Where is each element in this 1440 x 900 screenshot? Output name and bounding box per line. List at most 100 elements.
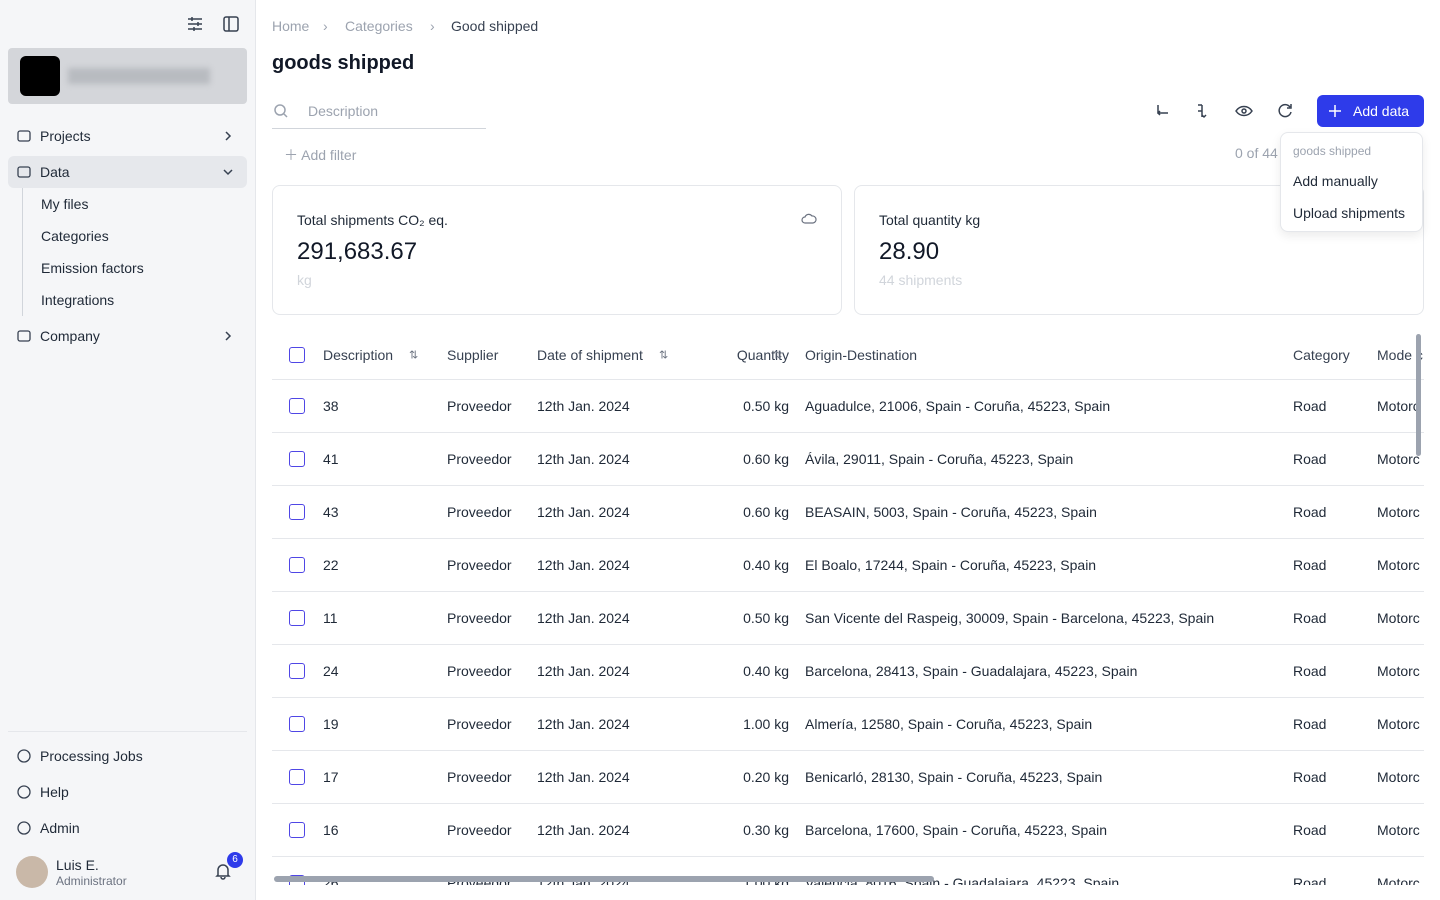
page-title: goods shipped [272, 52, 415, 74]
nav-label: Company [40, 328, 100, 344]
org-switcher[interactable] [8, 48, 247, 104]
breadcrumb: Good shipped [451, 18, 539, 34]
nav-item[interactable]: Categories [40, 220, 240, 252]
table-row[interactable]: 19 Proveedor 12th Jan. 2024 1.00 kg Almería,… [272, 698, 1424, 751]
bell[interactable] [214, 862, 232, 880]
cell: 12th Jan. 2024 [537, 557, 630, 573]
nav-item[interactable]: Admin [8, 812, 247, 844]
cell: Barcelona, 28413, Spain - Guadalajara, 4… [805, 663, 1138, 679]
cell: Ávila, 29011, Spain - Coruña, 45223, Spa… [805, 451, 1074, 467]
nav-label: Categories [41, 228, 109, 244]
dropdown: goods shipped Add manually Upload shipme… [1280, 132, 1423, 232]
nav-item[interactable]: Processing Jobs [8, 740, 247, 772]
toolbar-icons[interactable] [1154, 101, 1304, 121]
cell: Motorc [1377, 557, 1420, 573]
search[interactable]: Description [272, 96, 486, 129]
nav-item[interactable]: Data [8, 156, 247, 188]
cell: Proveedor [447, 451, 512, 467]
sidebar-tools[interactable] [186, 15, 246, 33]
sidebar: Luis E. Administrator 6 Projects Data My f… [0, 0, 256, 900]
table-row[interactable]: 22 Proveedor 12th Jan. 2024 0.40 kg El Boalo… [272, 539, 1424, 592]
cell: Mode c [1377, 346, 1423, 363]
cell: 12th Jan. 2024 [537, 716, 630, 732]
breadcrumb[interactable]: Categories [345, 18, 413, 34]
cell: Barcelona, 17600, Spain - Coruña, 45223,… [805, 822, 1107, 838]
nav-label: Help [40, 784, 69, 800]
nav-item[interactable]: Help [8, 776, 247, 808]
cell: Motorc [1377, 504, 1420, 520]
plus [1329, 105, 1341, 117]
cell: Proveedor [447, 610, 512, 626]
cell: 12th Jan. 2024 [537, 451, 630, 467]
add-data-label: Add data [1353, 103, 1410, 119]
cell: Road [1293, 716, 1327, 732]
dropdown-item[interactable]: Add manually [1293, 173, 1378, 189]
user-role: Administrator [56, 874, 127, 888]
table-row[interactable]: 38 Proveedor 12th Jan. 2024 0.50 kg Aguadulc… [272, 380, 1424, 433]
nav-item[interactable]: Emission factors [40, 252, 240, 284]
table-row[interactable]: 24 Proveedor 12th Jan. 2024 0.40 kg Barcelon… [272, 645, 1424, 698]
cell: 43 [323, 504, 339, 520]
cloud-icon [801, 213, 817, 224]
breadcrumb[interactable]: Home [272, 18, 310, 34]
sort-icon[interactable]: ⇅ [773, 349, 783, 361]
cell: Proveedor [447, 398, 512, 414]
cell: El Boalo, 17244, Spain - Coruña, 45223, … [805, 557, 1097, 573]
table-row[interactable]: 11 Proveedor 12th Jan. 2024 0.50 kg San Vice… [272, 592, 1424, 645]
checkbox[interactable] [289, 769, 305, 785]
cell: Road [1293, 769, 1327, 785]
table-row[interactable]: 16 Proveedor 12th Jan. 2024 0.30 kg Barcelon… [272, 804, 1424, 857]
checkbox[interactable] [289, 451, 305, 467]
cell: Date of shipment [537, 346, 643, 363]
dropdown-title: goods shipped [1293, 144, 1372, 158]
checkbox[interactable] [289, 716, 305, 732]
checkbox[interactable] [289, 504, 305, 520]
cell: 0.50 kg [743, 398, 789, 414]
cell: Benicarló, 28130, Spain - Coruña, 45223,… [805, 769, 1103, 785]
cell: Motorc [1377, 398, 1420, 414]
nav-item[interactable]: Projects [8, 120, 247, 152]
cell: 12th Jan. 2024 [537, 504, 630, 520]
checkbox[interactable] [289, 557, 305, 573]
cell: 0.30 kg [743, 822, 789, 838]
cell: 12th Jan. 2024 [537, 398, 630, 414]
add-data-button[interactable]: Add data [1317, 95, 1424, 127]
org-logo [20, 56, 60, 96]
cell: Motorc [1377, 610, 1420, 626]
cell: Motorc [1377, 716, 1420, 732]
table-row[interactable]: 43 Proveedor 12th Jan. 2024 0.60 kg BEASAIN,… [272, 486, 1424, 539]
nav-item[interactable]: Company [8, 320, 247, 352]
cell: 0.60 kg [743, 451, 789, 467]
add-filter[interactable]: ＋ Add filter [284, 147, 357, 163]
nav-label: Emission factors [41, 260, 144, 276]
cell: 0.50 kg [743, 610, 789, 626]
v-scrollbar[interactable] [1416, 334, 1421, 456]
card-unit: kg [297, 272, 312, 288]
cell: 19 [323, 716, 339, 732]
checkbox[interactable] [289, 398, 305, 414]
cell: 12th Jan. 2024 [537, 769, 630, 785]
checkbox[interactable] [289, 610, 305, 626]
nav-item[interactable]: My files [40, 188, 240, 220]
checkbox[interactable] [289, 663, 305, 679]
h-scrollbar[interactable] [274, 876, 934, 882]
table-row[interactable]: 17 Proveedor 12th Jan. 2024 0.20 kg Benicarl… [272, 751, 1424, 804]
nav-item[interactable]: Integrations [40, 284, 240, 316]
nav-label: My files [41, 196, 89, 212]
cell: 17 [323, 769, 339, 785]
sort-icon[interactable]: ⇅ [409, 349, 419, 361]
dropdown-item[interactable]: Upload shipments [1293, 205, 1406, 221]
cell: Proveedor [447, 504, 512, 520]
cell: Proveedor [447, 557, 512, 573]
nav-label: Data [40, 164, 70, 180]
cell: Road [1293, 451, 1327, 467]
table-row[interactable]: 41 Proveedor 12th Jan. 2024 0.60 kg Ávila, 2… [272, 433, 1424, 486]
sort-icon[interactable]: ⇅ [659, 349, 669, 361]
card: Total shipments CO₂ eq. 291,683.67 kg [272, 185, 842, 315]
checkbox[interactable] [289, 822, 305, 838]
checkbox[interactable] [289, 346, 305, 363]
cell: 12th Jan. 2024 [537, 610, 630, 626]
nav-icon [223, 169, 233, 176]
breadcrumb-sep: › [323, 18, 328, 34]
